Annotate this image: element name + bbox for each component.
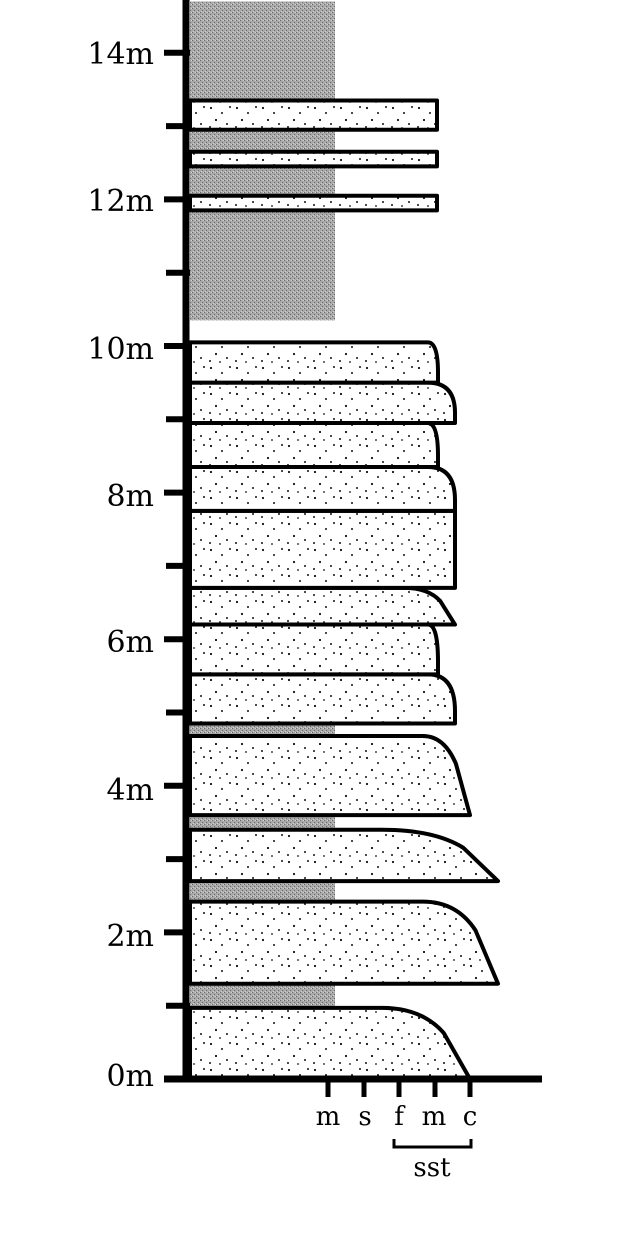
mudstone-bed xyxy=(190,723,335,736)
depth-ticks xyxy=(164,49,190,1082)
sst-label: sst xyxy=(413,1153,451,1183)
sandstone-bed xyxy=(188,464,457,513)
grain-label-coarse: c xyxy=(463,1102,478,1132)
depth-label-12m: 12m xyxy=(87,184,154,219)
mudstone-bed xyxy=(190,815,335,830)
sandstone-beds xyxy=(188,98,500,1081)
sandstone-bed xyxy=(188,340,440,385)
sandstone-bed xyxy=(188,622,440,677)
sandstone-bed xyxy=(188,193,439,213)
depth-label-2m: 2m xyxy=(106,919,154,954)
depth-label-8m: 8m xyxy=(106,479,154,514)
sandstone-bed xyxy=(188,733,472,818)
sandstone-bed xyxy=(188,585,457,627)
mudstone-bed xyxy=(190,983,335,1008)
sandstone-bed xyxy=(188,672,457,726)
depth-label-4m: 4m xyxy=(106,773,154,808)
grain-label-medium: m xyxy=(422,1102,447,1132)
sandstone-bed xyxy=(188,1005,472,1081)
sandstone-bed xyxy=(188,899,500,986)
depth-label-14m: 14m xyxy=(87,37,154,72)
sst-bracket xyxy=(392,1139,473,1149)
mudstone-bed xyxy=(190,881,335,902)
sandstone-bed xyxy=(188,420,440,469)
depth-label-0m: 0m xyxy=(106,1059,154,1094)
sandstone-bed xyxy=(188,98,439,132)
sandstone-bed xyxy=(188,149,439,169)
grain-label-mud: m xyxy=(316,1102,341,1132)
grain-ticks xyxy=(325,1079,473,1097)
sandstone-bed xyxy=(188,827,500,884)
sandstone-bed xyxy=(188,380,457,425)
depth-label-10m: 10m xyxy=(87,332,154,367)
grain-label-silt: s xyxy=(358,1102,371,1132)
sandstone-bed xyxy=(188,508,457,590)
depth-label-6m: 6m xyxy=(106,625,154,660)
grain-label-fine: f xyxy=(394,1102,406,1132)
